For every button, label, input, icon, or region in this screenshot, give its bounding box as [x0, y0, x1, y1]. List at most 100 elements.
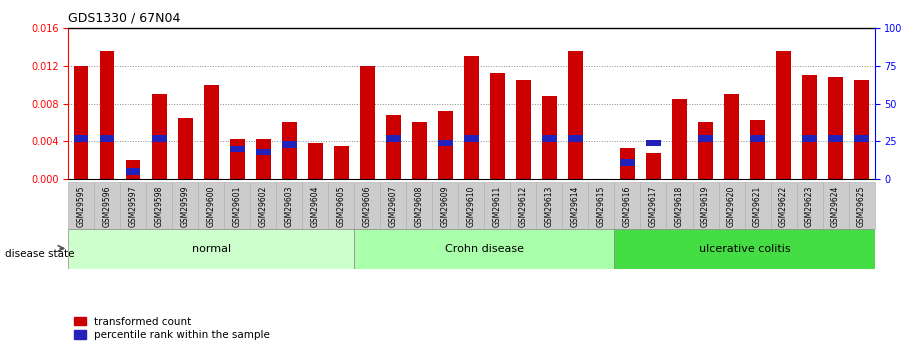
Bar	[803, 135, 816, 142]
Bar	[699, 135, 712, 142]
Text: GSM29601: GSM29601	[233, 186, 242, 227]
Bar	[724, 94, 739, 179]
Legend: transformed count, percentile rank within the sample: transformed count, percentile rank withi…	[74, 317, 271, 340]
Text: GSM29615: GSM29615	[597, 186, 606, 227]
Text: GSM29623: GSM29623	[805, 186, 814, 227]
Bar	[204, 85, 219, 179]
Bar	[640, 182, 667, 229]
Bar	[120, 182, 147, 229]
Text: ulcerative colitis: ulcerative colitis	[699, 244, 791, 254]
Text: GSM29625: GSM29625	[857, 186, 866, 227]
Bar	[179, 118, 192, 179]
Bar	[438, 140, 453, 146]
Bar	[465, 135, 478, 142]
Bar	[354, 182, 381, 229]
Text: GSM29598: GSM29598	[155, 186, 164, 227]
Bar	[256, 149, 271, 155]
Text: normal: normal	[192, 244, 230, 254]
Bar	[386, 135, 401, 142]
Text: GSM29620: GSM29620	[727, 186, 736, 227]
Bar	[127, 168, 140, 175]
Bar	[568, 51, 583, 179]
Text: GSM29606: GSM29606	[363, 186, 372, 227]
Bar	[803, 75, 816, 179]
Bar	[823, 182, 848, 229]
Text: GSM29607: GSM29607	[389, 186, 398, 227]
Bar	[615, 182, 640, 229]
Bar	[485, 182, 510, 229]
Bar	[152, 94, 167, 179]
Bar	[302, 182, 328, 229]
Bar	[646, 153, 660, 179]
Text: GSM29609: GSM29609	[441, 186, 450, 227]
Bar	[328, 182, 354, 229]
Bar	[751, 135, 764, 142]
Bar	[776, 51, 791, 179]
Text: GSM29605: GSM29605	[337, 186, 346, 227]
Bar	[796, 182, 823, 229]
Text: GSM29621: GSM29621	[753, 186, 762, 227]
Bar	[386, 115, 401, 179]
Bar	[615, 229, 875, 269]
Bar	[360, 66, 374, 179]
Bar	[74, 67, 88, 179]
Bar	[433, 182, 458, 229]
Bar	[68, 182, 95, 229]
Text: GSM29597: GSM29597	[128, 186, 138, 227]
Text: GSM29595: GSM29595	[77, 186, 86, 227]
Bar	[256, 139, 271, 179]
Bar	[490, 73, 505, 179]
Bar	[542, 135, 557, 142]
Bar	[413, 122, 426, 179]
Text: Crohn disease: Crohn disease	[445, 244, 524, 254]
Text: GSM29600: GSM29600	[207, 186, 216, 227]
Text: GSM29599: GSM29599	[181, 186, 189, 227]
Text: GSM29608: GSM29608	[415, 186, 424, 227]
Bar	[699, 122, 712, 179]
Bar	[282, 141, 297, 148]
Text: GSM29596: GSM29596	[103, 186, 112, 227]
Bar	[354, 229, 615, 269]
Bar	[199, 182, 224, 229]
Bar	[381, 182, 406, 229]
Bar	[152, 135, 167, 142]
Text: GSM29604: GSM29604	[311, 186, 320, 227]
Bar	[465, 56, 478, 179]
Bar	[68, 229, 354, 269]
Bar	[230, 146, 244, 152]
Bar	[147, 182, 172, 229]
Bar	[282, 122, 297, 179]
Bar	[308, 144, 322, 179]
Bar	[276, 182, 302, 229]
Text: GSM29603: GSM29603	[285, 186, 294, 227]
Text: GDS1330 / 67N04: GDS1330 / 67N04	[68, 12, 180, 25]
Bar	[517, 80, 530, 179]
Bar	[438, 111, 453, 179]
Bar	[828, 135, 843, 142]
Bar	[828, 77, 843, 179]
Bar	[589, 182, 615, 229]
Bar	[692, 182, 719, 229]
Bar	[537, 182, 562, 229]
Bar	[510, 182, 537, 229]
Text: GSM29617: GSM29617	[649, 186, 658, 227]
Bar	[848, 182, 875, 229]
Text: GSM29614: GSM29614	[571, 186, 580, 227]
Bar	[224, 182, 251, 229]
Text: GSM29613: GSM29613	[545, 186, 554, 227]
Bar	[855, 135, 869, 142]
Bar	[542, 96, 557, 179]
Bar	[620, 159, 635, 166]
Text: GSM29624: GSM29624	[831, 186, 840, 227]
Text: GSM29602: GSM29602	[259, 186, 268, 227]
Bar	[568, 135, 583, 142]
Bar	[100, 51, 115, 179]
Text: GSM29616: GSM29616	[623, 186, 632, 227]
Bar	[751, 120, 764, 179]
Text: GSM29622: GSM29622	[779, 186, 788, 227]
Bar	[620, 148, 635, 179]
Bar	[127, 160, 140, 179]
Bar	[334, 146, 349, 179]
Bar	[100, 135, 115, 142]
Bar	[95, 182, 120, 229]
